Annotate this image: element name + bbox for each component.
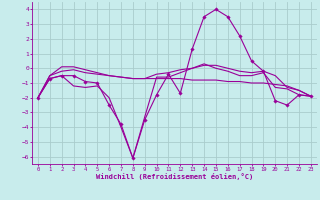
X-axis label: Windchill (Refroidissement éolien,°C): Windchill (Refroidissement éolien,°C) xyxy=(96,173,253,180)
